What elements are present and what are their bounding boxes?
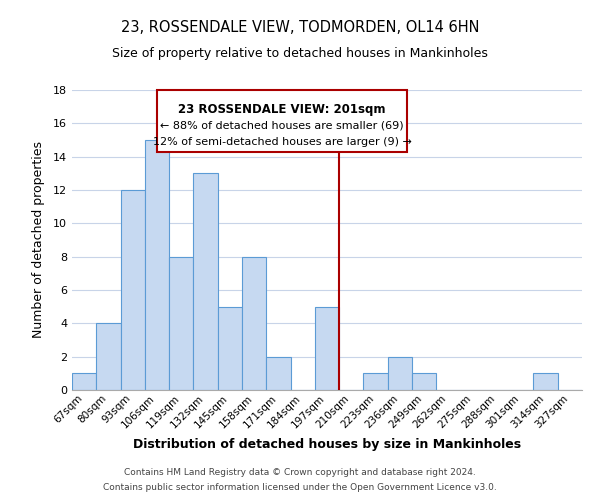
Bar — [315, 306, 339, 390]
Text: Contains public sector information licensed under the Open Government Licence v3: Contains public sector information licen… — [103, 483, 497, 492]
Bar — [72, 374, 96, 390]
Bar — [145, 140, 169, 390]
Text: Contains HM Land Registry data © Crown copyright and database right 2024.: Contains HM Land Registry data © Crown c… — [124, 468, 476, 477]
Bar — [121, 190, 145, 390]
Bar — [412, 374, 436, 390]
Bar — [364, 374, 388, 390]
Bar — [388, 356, 412, 390]
Text: ← 88% of detached houses are smaller (69): ← 88% of detached houses are smaller (69… — [160, 121, 404, 131]
X-axis label: Distribution of detached houses by size in Mankinholes: Distribution of detached houses by size … — [133, 438, 521, 451]
Bar — [218, 306, 242, 390]
Text: 23, ROSSENDALE VIEW, TODMORDEN, OL14 6HN: 23, ROSSENDALE VIEW, TODMORDEN, OL14 6HN — [121, 20, 479, 35]
Text: Size of property relative to detached houses in Mankinholes: Size of property relative to detached ho… — [112, 48, 488, 60]
Bar — [157, 90, 407, 152]
Text: 23 ROSSENDALE VIEW: 201sqm: 23 ROSSENDALE VIEW: 201sqm — [178, 102, 386, 116]
Text: 12% of semi-detached houses are larger (9) →: 12% of semi-detached houses are larger (… — [152, 136, 412, 146]
Bar — [169, 256, 193, 390]
Y-axis label: Number of detached properties: Number of detached properties — [32, 142, 44, 338]
Bar — [96, 324, 121, 390]
Bar — [266, 356, 290, 390]
Bar — [242, 256, 266, 390]
Bar — [533, 374, 558, 390]
Bar — [193, 174, 218, 390]
